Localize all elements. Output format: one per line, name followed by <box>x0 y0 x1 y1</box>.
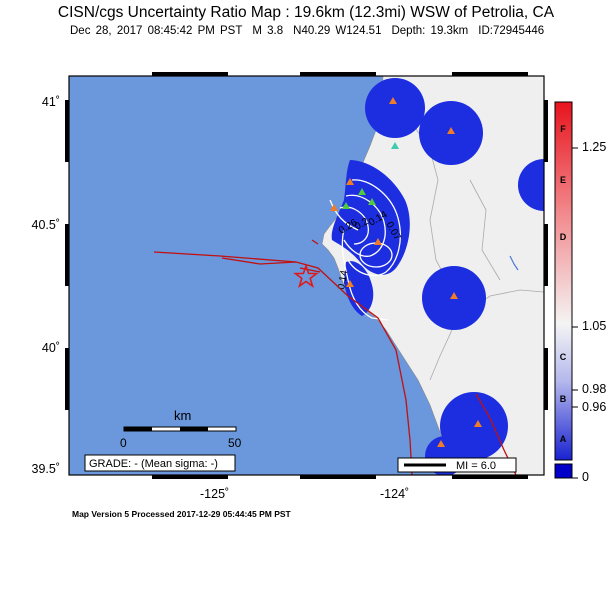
fault-line <box>299 267 321 273</box>
scale-segment <box>124 427 152 431</box>
colorbar-letter: D <box>560 232 567 242</box>
fault-line <box>311 239 319 245</box>
ratio-blob <box>518 159 544 211</box>
event-magnitude: M 3.8 <box>252 25 284 37</box>
station-marker <box>342 202 350 209</box>
frame-tick <box>300 475 376 479</box>
contour-line <box>339 206 370 245</box>
station-marker <box>450 292 458 299</box>
frame-tick <box>152 72 228 76</box>
colorbar-base <box>554 463 573 479</box>
scale-bar: km 0 50 <box>120 408 242 450</box>
contour-line <box>341 229 389 321</box>
station-marker <box>374 238 382 245</box>
colorbar-ticks <box>572 147 578 479</box>
lon-label: -125˚ <box>200 487 230 501</box>
lat-label: 40˚ <box>41 341 60 355</box>
station-marker <box>447 127 455 134</box>
colorbar-letter: C <box>560 352 567 362</box>
event-id: ID:72945446 <box>478 25 545 37</box>
colorbar-tick-label: 1.25 <box>582 140 607 154</box>
frame-tick <box>300 72 376 76</box>
frame-tick <box>452 475 528 479</box>
stations <box>330 97 482 447</box>
colorbar-letters: F E D C B A <box>560 124 567 444</box>
colorbar-letter: E <box>560 175 566 185</box>
map-footer: Map Version 5 Processed 2017-12-29 05:44… <box>72 509 291 519</box>
colorbar-tick-label: 0 <box>582 470 589 484</box>
frame-tick <box>65 224 69 286</box>
station-marker <box>330 204 338 211</box>
map-area: 0.26 0.2 0.14 0.07 0.14 <box>69 76 544 475</box>
frame-tick <box>544 348 548 410</box>
mi-legend-text: MI = 6.0 <box>456 460 496 472</box>
ratio-blob-cluster <box>331 160 410 275</box>
frame-tick <box>152 475 228 479</box>
colorbar-tick-label: 0.96 <box>582 400 607 414</box>
frame-ticks <box>65 72 548 479</box>
contour-line <box>329 199 359 231</box>
contour-line <box>347 179 401 277</box>
station-marker <box>437 440 445 447</box>
colorbar-letter: F <box>560 124 566 134</box>
contour-label: 0.14 <box>336 269 350 291</box>
scale-segment <box>180 427 208 431</box>
station-marker <box>474 420 482 427</box>
river <box>509 255 519 271</box>
colorbar-letter: A <box>560 434 567 444</box>
colorbar <box>554 101 573 461</box>
lon-label: -124˚ <box>380 487 410 501</box>
frame-tick <box>544 224 548 286</box>
lat-label: 39.5˚ <box>31 462 61 476</box>
frame-tick <box>452 72 528 76</box>
colorbar-tick-label: 1.05 <box>582 319 607 333</box>
station-marker <box>368 198 376 205</box>
station-marker <box>358 188 366 195</box>
grade-box <box>84 454 236 472</box>
scale-min: 0 <box>120 436 127 450</box>
colorbar-letter: B <box>560 394 567 404</box>
scale-unit: km <box>174 408 191 423</box>
grade-text: GRADE: - (Mean sigma: -) <box>89 458 218 470</box>
event-date: Dec 28, 2017 08:45:42 PM PST <box>70 25 243 37</box>
lat-label: 40.5˚ <box>31 218 61 232</box>
ratio-blob <box>365 78 425 138</box>
epicenter-star <box>293 263 319 288</box>
mi-legend-box <box>397 457 517 473</box>
lat-label: 41˚ <box>41 95 60 109</box>
county-line-3 <box>469 179 501 281</box>
event-location: N40.29 W124.51 <box>293 25 382 37</box>
fault-line <box>153 251 413 475</box>
map-title: CISN/cgs Uncertainty Ratio Map : 19.6km … <box>57 4 555 21</box>
station-marker <box>391 142 399 149</box>
event-depth: Depth: 19.3km <box>391 25 469 37</box>
frame-tick <box>544 100 548 162</box>
station-marker <box>346 178 354 185</box>
frame-tick <box>65 100 69 162</box>
scale-max: 50 <box>228 436 242 450</box>
station-marker <box>346 280 354 287</box>
frame-tick <box>65 348 69 410</box>
fault-line <box>221 257 297 265</box>
event-info: Dec 28, 2017 08:45:42 PM PST M 3.8 N40.29 … <box>70 25 554 37</box>
station-marker <box>389 97 397 104</box>
colorbar-tick-label: 0.98 <box>582 382 607 396</box>
